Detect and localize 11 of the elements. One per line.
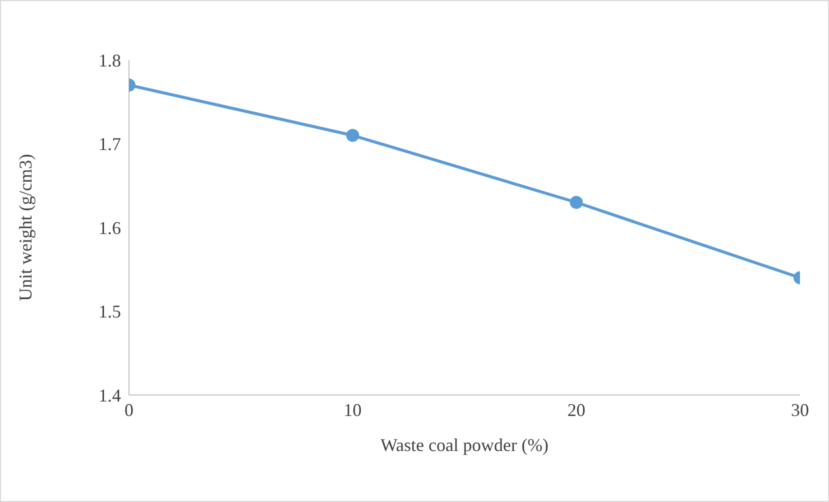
- y-tick-label: 1.4: [98, 385, 121, 406]
- y-axis-title: Unit weight (g/cm3): [15, 154, 36, 301]
- y-tick-label: 1.7: [98, 134, 121, 154]
- y-tick-label: 1.6: [98, 218, 121, 238]
- y-tick-label: 1.5: [98, 302, 121, 322]
- y-tick-label: 1.8: [98, 50, 121, 70]
- x-tick-label: 0: [124, 400, 134, 420]
- x-axis-title: Waste coal powder (%): [380, 435, 548, 455]
- x-tick-label: 10: [344, 400, 362, 420]
- x-tick-label: 20: [567, 400, 586, 420]
- x-tick-label: 30: [791, 400, 809, 420]
